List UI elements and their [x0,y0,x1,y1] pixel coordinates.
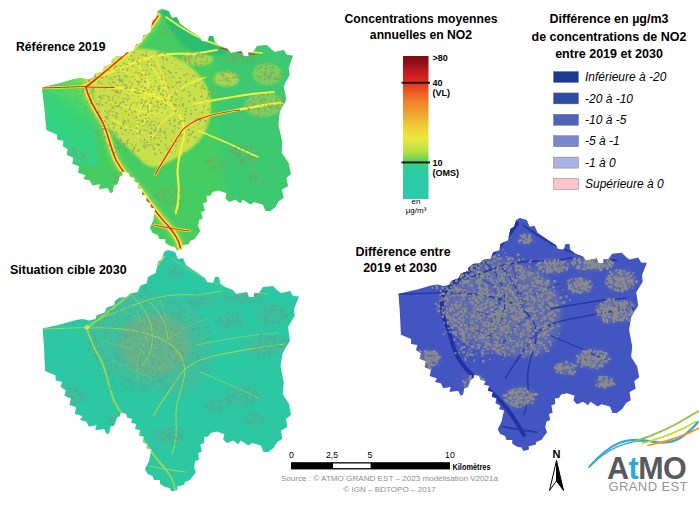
svg-text:(VL): (VL) [433,88,451,98]
svg-text:Différence en µg/m3: Différence en µg/m3 [549,12,668,26]
svg-text:Différence entre: Différence entre [355,245,450,259]
svg-text:-5 à -1: -5 à -1 [585,134,620,148]
svg-text:Concentrations moyennes: Concentrations moyennes [344,12,497,26]
svg-text:10: 10 [433,158,443,168]
svg-text:annuelles en NO2: annuelles en NO2 [370,28,472,42]
svg-text:de concentrations de NO2: de concentrations de NO2 [532,30,687,44]
svg-text:5: 5 [368,450,373,460]
svg-text:40: 40 [433,78,443,88]
svg-text:GRAND EST: GRAND EST [609,479,688,494]
svg-text:Supérieure à 0: Supérieure à 0 [585,177,664,191]
svg-text:N: N [553,448,561,460]
svg-text:-1 à 0: -1 à 0 [585,156,616,170]
svg-text:-20 à -10: -20 à -10 [585,92,633,106]
svg-text:© IGN – BDTOPO – 2017: © IGN – BDTOPO – 2017 [343,485,436,494]
svg-text:0: 0 [289,450,294,460]
svg-text:10: 10 [445,450,455,460]
svg-text:entre 2019 et 2030: entre 2019 et 2030 [555,47,663,61]
svg-text:Situation cible 2030: Situation cible 2030 [10,263,127,277]
svg-text:(OMS): (OMS) [433,168,460,178]
svg-text:Kilomètres: Kilomètres [453,462,491,472]
svg-text:>80: >80 [433,53,448,63]
svg-text:Source : © ATMO GRAND EST – 2: Source : © ATMO GRAND EST – 2023 modélis… [281,474,499,483]
svg-text:-10 à -5: -10 à -5 [585,113,627,127]
svg-text:Référence 2019: Référence 2019 [16,40,106,54]
svg-text:µg/m³: µg/m³ [406,206,427,215]
svg-text:Inférieure à -20: Inférieure à -20 [585,70,667,84]
svg-text:2,5: 2,5 [326,450,338,460]
svg-text:2019 et 2030: 2019 et 2030 [363,261,437,275]
